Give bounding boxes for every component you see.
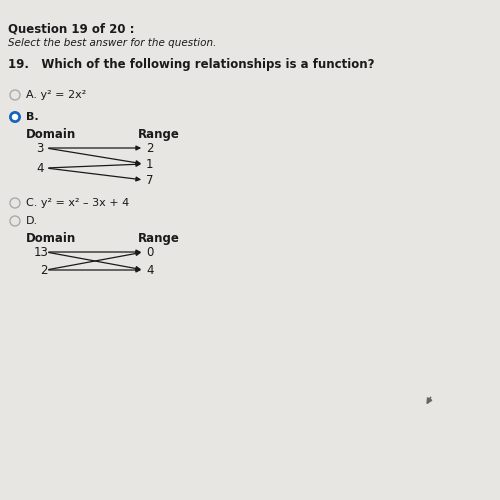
Text: Question 19 of 20 :: Question 19 of 20 : bbox=[8, 22, 134, 35]
Text: Range: Range bbox=[138, 232, 180, 245]
Text: Domain: Domain bbox=[26, 128, 76, 141]
Text: 13: 13 bbox=[34, 246, 49, 258]
Text: B.: B. bbox=[26, 112, 38, 122]
Text: Select the best answer for the question.: Select the best answer for the question. bbox=[8, 38, 216, 48]
Text: 7: 7 bbox=[146, 174, 154, 186]
Text: 4: 4 bbox=[36, 162, 44, 174]
Text: Range: Range bbox=[138, 128, 180, 141]
Text: Domain: Domain bbox=[26, 232, 76, 245]
Text: 2: 2 bbox=[146, 142, 154, 154]
Text: 3: 3 bbox=[36, 142, 44, 154]
Text: 1: 1 bbox=[146, 158, 154, 170]
Text: 19.   Which of the following relationships is a function?: 19. Which of the following relationships… bbox=[8, 58, 374, 71]
Circle shape bbox=[12, 114, 18, 119]
Text: A. y² = 2x²: A. y² = 2x² bbox=[26, 90, 86, 100]
Text: 4: 4 bbox=[146, 264, 154, 276]
Text: 2: 2 bbox=[40, 264, 48, 276]
Text: 0: 0 bbox=[146, 246, 154, 258]
Text: C. y² = x² – 3x + 4: C. y² = x² – 3x + 4 bbox=[26, 198, 129, 208]
Circle shape bbox=[9, 111, 21, 123]
Text: D.: D. bbox=[26, 216, 38, 226]
